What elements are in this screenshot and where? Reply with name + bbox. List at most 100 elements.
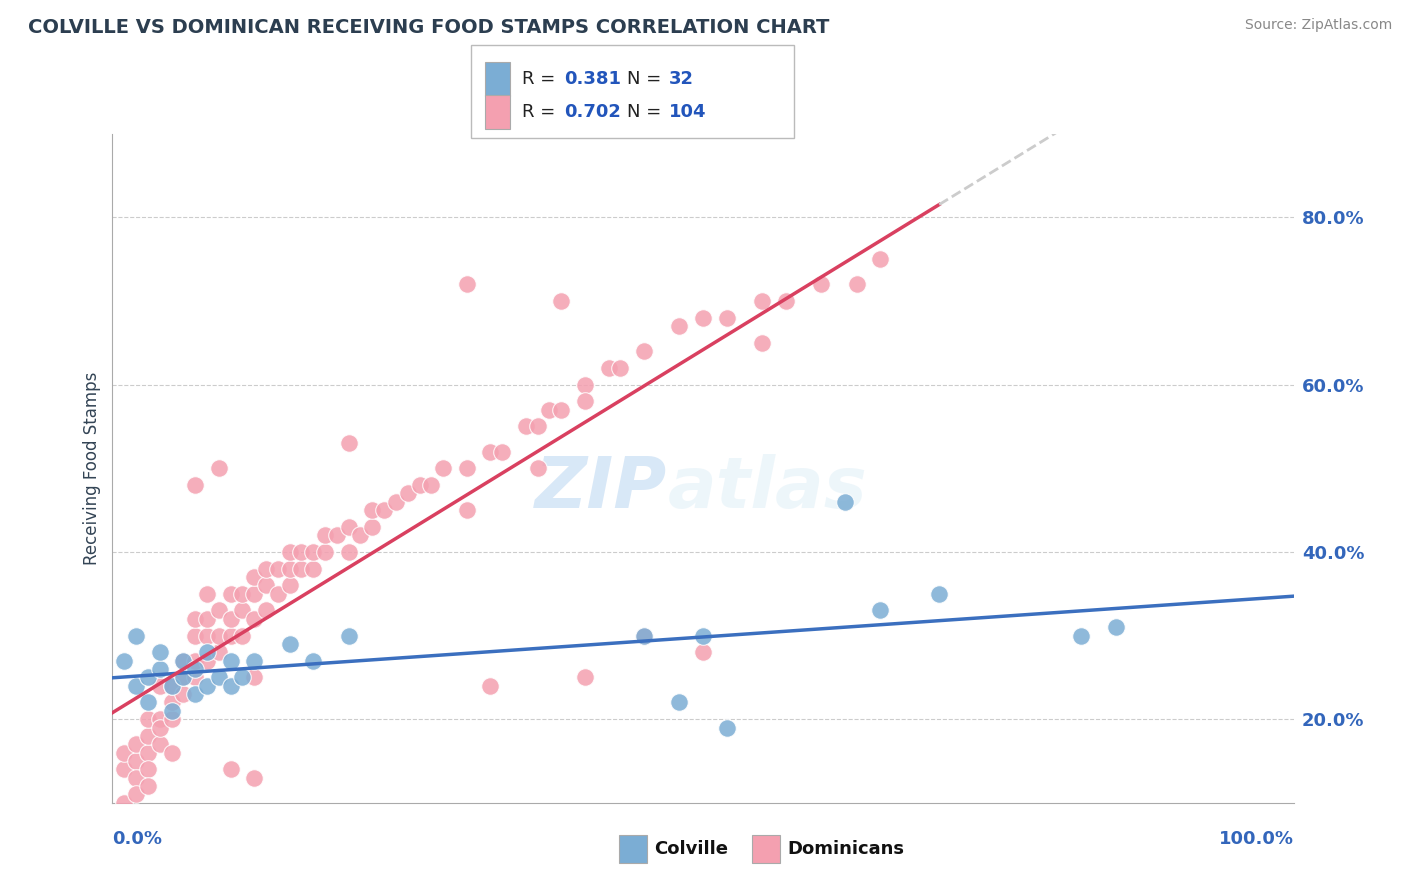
- Text: COLVILLE VS DOMINICAN RECEIVING FOOD STAMPS CORRELATION CHART: COLVILLE VS DOMINICAN RECEIVING FOOD STA…: [28, 18, 830, 37]
- Point: [574, 394, 596, 409]
- Point: [668, 696, 690, 710]
- Point: [479, 444, 502, 458]
- Point: [160, 712, 183, 726]
- Point: [136, 712, 159, 726]
- Point: [184, 662, 207, 676]
- Text: 100.0%: 100.0%: [1219, 830, 1294, 847]
- Point: [231, 670, 253, 684]
- Point: [716, 310, 738, 325]
- Point: [136, 670, 159, 684]
- Text: R =: R =: [522, 103, 561, 121]
- Point: [243, 670, 266, 684]
- Point: [243, 587, 266, 601]
- Point: [396, 486, 419, 500]
- Point: [219, 762, 242, 776]
- Point: [125, 754, 148, 768]
- Point: [278, 562, 301, 576]
- Point: [278, 545, 301, 559]
- Point: [278, 578, 301, 592]
- Text: N =: N =: [627, 70, 666, 88]
- Point: [243, 771, 266, 785]
- Point: [112, 762, 135, 776]
- Point: [385, 494, 408, 508]
- Point: [326, 528, 349, 542]
- Point: [195, 645, 218, 659]
- Text: 0.702: 0.702: [564, 103, 620, 121]
- Point: [302, 562, 325, 576]
- Point: [633, 629, 655, 643]
- Point: [302, 654, 325, 668]
- Point: [125, 771, 148, 785]
- Point: [184, 478, 207, 492]
- Point: [184, 629, 207, 643]
- Point: [149, 721, 172, 735]
- Point: [456, 277, 478, 292]
- Point: [219, 612, 242, 626]
- Point: [149, 645, 172, 659]
- Point: [184, 687, 207, 701]
- Point: [149, 679, 172, 693]
- Point: [231, 603, 253, 617]
- Point: [267, 562, 290, 576]
- Point: [845, 277, 868, 292]
- Point: [112, 654, 135, 668]
- Point: [408, 478, 430, 492]
- Point: [231, 587, 253, 601]
- Point: [136, 729, 159, 743]
- Point: [1105, 620, 1128, 634]
- Point: [195, 629, 218, 643]
- Point: [136, 746, 159, 760]
- Point: [208, 670, 231, 684]
- Point: [456, 503, 478, 517]
- Point: [373, 503, 395, 517]
- Point: [112, 796, 135, 810]
- Point: [172, 654, 194, 668]
- Point: [751, 294, 773, 309]
- Point: [254, 578, 277, 592]
- Point: [243, 612, 266, 626]
- Point: [751, 335, 773, 350]
- Text: Colville: Colville: [654, 840, 728, 858]
- Point: [456, 461, 478, 475]
- Point: [149, 737, 172, 751]
- Point: [337, 520, 360, 534]
- Text: 32: 32: [669, 70, 695, 88]
- Point: [928, 587, 950, 601]
- Point: [267, 587, 290, 601]
- Point: [184, 670, 207, 684]
- Point: [231, 629, 253, 643]
- Point: [125, 737, 148, 751]
- Point: [302, 545, 325, 559]
- Point: [219, 654, 242, 668]
- Point: [668, 319, 690, 334]
- Point: [515, 419, 537, 434]
- Point: [361, 503, 384, 517]
- Point: [869, 252, 891, 267]
- Y-axis label: Receiving Food Stamps: Receiving Food Stamps: [83, 372, 101, 565]
- Point: [184, 654, 207, 668]
- Point: [337, 629, 360, 643]
- Point: [195, 679, 218, 693]
- Point: [160, 679, 183, 693]
- Point: [692, 629, 714, 643]
- Point: [195, 654, 218, 668]
- Point: [538, 402, 561, 417]
- Point: [219, 629, 242, 643]
- Text: ZIP: ZIP: [536, 454, 668, 523]
- Point: [136, 696, 159, 710]
- Point: [160, 696, 183, 710]
- Point: [278, 637, 301, 651]
- Point: [219, 587, 242, 601]
- Point: [574, 377, 596, 392]
- Text: N =: N =: [627, 103, 666, 121]
- Point: [716, 721, 738, 735]
- Point: [208, 629, 231, 643]
- Text: 104: 104: [669, 103, 707, 121]
- Point: [337, 545, 360, 559]
- Point: [172, 670, 194, 684]
- Text: 0.381: 0.381: [564, 70, 621, 88]
- Point: [633, 629, 655, 643]
- Point: [479, 679, 502, 693]
- Point: [526, 419, 548, 434]
- Point: [136, 762, 159, 776]
